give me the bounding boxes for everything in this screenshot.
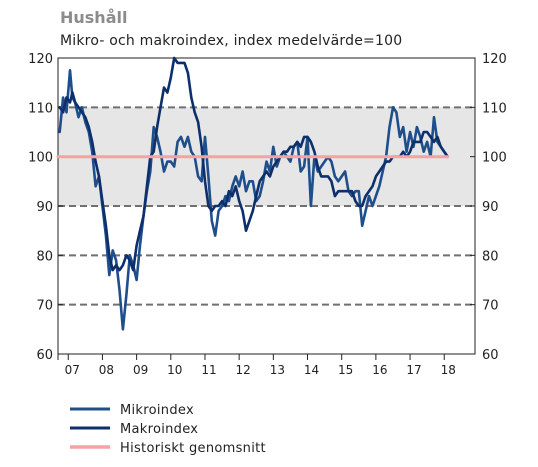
y-tick-label-right: 100 xyxy=(482,151,507,166)
x-tick-label: 11 xyxy=(201,363,216,377)
y-tick-label-right: 60 xyxy=(482,348,499,363)
x-tick-label: 10 xyxy=(167,363,182,377)
y-tick-label-right: 70 xyxy=(482,299,499,314)
y-tick-label-left: 80 xyxy=(36,249,53,264)
y-tick-label-left: 120 xyxy=(28,52,53,67)
x-tick-label: 16 xyxy=(372,363,387,377)
series-line-mikroindex xyxy=(58,69,449,331)
y-tick-label-right: 80 xyxy=(482,249,499,264)
x-tick-label: 18 xyxy=(441,363,456,377)
legend-label: Makroindex xyxy=(120,422,198,437)
legend-label: Mikroindex xyxy=(120,403,194,418)
y-tick-label-right: 110 xyxy=(482,101,507,116)
y-tick-label-right: 120 xyxy=(482,52,507,67)
y-tick-label-left: 70 xyxy=(36,299,53,314)
y-tick-label-left: 110 xyxy=(28,101,53,116)
x-tick-label: 07 xyxy=(65,363,80,377)
series-line-makroindex xyxy=(58,56,449,272)
chart-subtitle: Mikro- och makroindex, index medelvärde=… xyxy=(60,33,403,49)
y-tick-label-left: 100 xyxy=(28,151,53,166)
x-tick-label: 15 xyxy=(338,363,353,377)
x-tick-label: 13 xyxy=(270,363,285,377)
x-tick-label: 08 xyxy=(99,363,114,377)
x-tick-label: 17 xyxy=(406,363,421,377)
x-tick-label: 12 xyxy=(236,363,251,377)
y-tick-label-left: 90 xyxy=(36,200,53,215)
y-tick-label-right: 90 xyxy=(482,200,499,215)
y-tick-label-left: 60 xyxy=(36,348,53,363)
x-tick-label: 14 xyxy=(304,363,319,377)
x-tick-label: 09 xyxy=(133,363,148,377)
chart-title: Hushåll xyxy=(60,8,128,27)
legend-label: Historiskt genomsnitt xyxy=(120,441,266,456)
